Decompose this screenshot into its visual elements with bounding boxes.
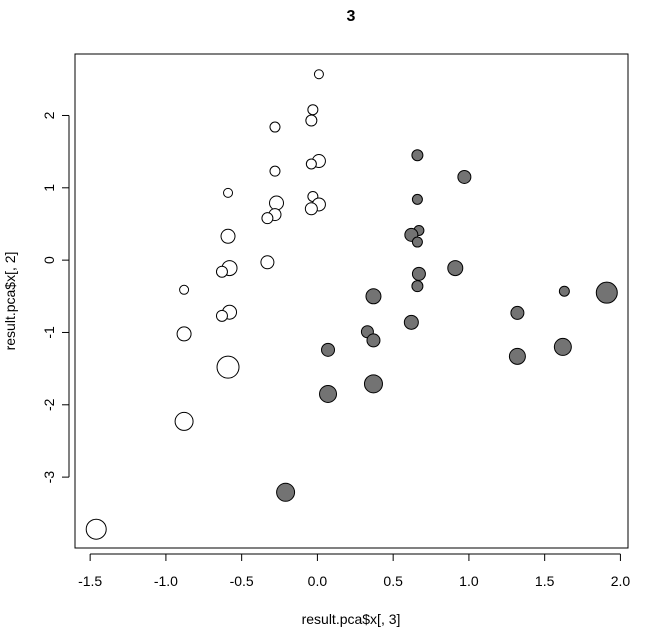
point-filled <box>411 266 426 281</box>
x-tick-label: 2.0 <box>611 573 631 589</box>
point-open <box>85 518 107 540</box>
point-filled <box>553 337 572 356</box>
point-open <box>223 187 234 198</box>
point-open <box>220 228 236 244</box>
y-tick-label: -1 <box>41 326 57 339</box>
x-tick-label: 0.5 <box>383 573 403 589</box>
x-axis-title: result.pca$x[, 3] <box>302 611 401 627</box>
point-filled <box>319 384 338 403</box>
x-tick-label: 1.0 <box>459 573 479 589</box>
x-tick-label: -1.5 <box>78 573 102 589</box>
point-filled <box>321 342 336 357</box>
point-filled <box>363 374 383 394</box>
point-open <box>176 326 192 342</box>
point-filled <box>595 281 618 304</box>
y-tick-label: -2 <box>41 398 57 411</box>
point-filled <box>558 285 570 297</box>
point-open <box>269 121 281 133</box>
y-tick-label: 0 <box>41 256 57 264</box>
x-axis: -1.5 -1.0 -0.5 0.0 0.5 1.0 1.5 2.0 <box>78 553 631 589</box>
x-tick-label: 1.5 <box>535 573 555 589</box>
point-filled <box>411 149 424 162</box>
y-axis-title: result.pca$x[, 2] <box>2 252 18 351</box>
point-filled <box>457 169 472 184</box>
chart-title: 3 <box>347 8 356 25</box>
point-open <box>269 165 281 177</box>
point-open <box>179 284 190 295</box>
y-tick-label: 1 <box>41 184 57 192</box>
x-tick-label: 0.0 <box>308 573 328 589</box>
x-tick-label: -1.0 <box>154 573 178 589</box>
point-filled <box>508 347 526 365</box>
point-filled <box>411 193 423 205</box>
data-points <box>85 69 618 540</box>
point-open <box>313 69 324 80</box>
point-open <box>216 355 240 379</box>
point-open <box>261 212 274 225</box>
point-open <box>269 195 285 211</box>
point-open <box>215 309 228 322</box>
point-filled <box>403 314 419 330</box>
point-filled <box>447 260 464 277</box>
y-axis: -3 -2 -1 0 1 2 <box>41 111 70 484</box>
point-filled <box>365 288 382 305</box>
point-open <box>305 114 318 127</box>
point-open <box>304 202 318 216</box>
point-filled <box>411 280 424 293</box>
point-filled <box>276 482 296 502</box>
point-open <box>174 411 194 431</box>
point-open <box>260 255 275 270</box>
y-tick-label: 2 <box>41 111 57 119</box>
point-open <box>305 158 317 170</box>
y-tick-label: -3 <box>41 471 57 484</box>
point-filled <box>411 236 423 248</box>
point-filled <box>366 333 381 348</box>
point-open <box>215 265 228 278</box>
point-filled <box>510 305 525 320</box>
plot-frame <box>74 53 629 549</box>
point-open <box>307 104 319 116</box>
x-tick-label: -0.5 <box>230 573 254 589</box>
